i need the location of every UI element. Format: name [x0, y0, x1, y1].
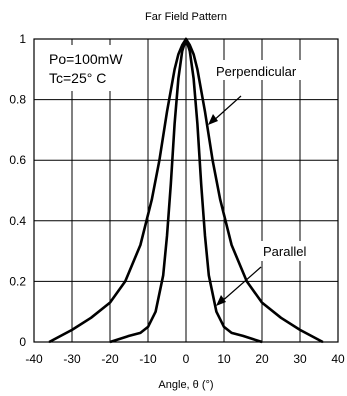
- y-tick-label: 0: [19, 335, 26, 349]
- data-point-perpendicular: [192, 53, 195, 55]
- y-tick-label: 0.8: [9, 93, 26, 107]
- data-point-parallel: [215, 310, 218, 313]
- x-axis-label: Angle, θ (°): [158, 379, 213, 391]
- x-tick-label: 30: [293, 352, 307, 366]
- data-point-parallel: [166, 235, 168, 237]
- data-point-perpendicular: [173, 68, 176, 71]
- data-point-parallel: [185, 38, 187, 40]
- parallel-arrow: [219, 266, 262, 304]
- data-point-perpendicular: [280, 317, 282, 319]
- data-point-perpendicular: [246, 280, 248, 283]
- data-point-perpendicular: [299, 329, 301, 331]
- data-point-parallel: [162, 274, 164, 277]
- data-point-perpendicular: [151, 198, 153, 201]
- data-point-perpendicular: [177, 53, 180, 55]
- power-condition: Po=100mW: [49, 51, 123, 67]
- perpendicular-label: Perpendicular: [216, 64, 297, 79]
- data-point-perpendicular: [139, 244, 142, 246]
- y-tick-label: 0.2: [9, 274, 26, 288]
- x-tick-label: -20: [101, 352, 119, 366]
- perpendicular-arrow: [211, 95, 242, 123]
- perpendicular-annotation: Perpendicular: [208, 60, 330, 125]
- x-tick-label: -40: [25, 352, 43, 366]
- data-point-parallel: [261, 341, 263, 343]
- chart-title: Far Field Pattern: [145, 11, 227, 23]
- data-point-parallel: [200, 183, 202, 186]
- data-point-perpendicular: [90, 317, 92, 319]
- data-point-parallel: [242, 335, 244, 337]
- data-point-parallel: [139, 332, 142, 334]
- data-point-perpendicular: [219, 198, 221, 201]
- x-tick-label: 0: [183, 352, 190, 366]
- tick-labels: -40 -30 -20 -10 0 10 20 30 40 0 0.2 0.4 0.6 0.8 1: [9, 32, 345, 366]
- data-point-parallel: [170, 183, 172, 186]
- x-tick-label: 20: [255, 352, 269, 366]
- perpendicular-arrowhead: [208, 114, 218, 125]
- data-point-parallel: [208, 274, 210, 277]
- parallel-arrowhead: [216, 295, 226, 306]
- data-point-parallel: [177, 77, 180, 80]
- grid-lines: [33, 38, 339, 343]
- y-tick-label: 1: [19, 32, 26, 46]
- data-point-parallel: [109, 341, 111, 343]
- data-point-parallel: [147, 326, 149, 328]
- y-tick-label: 0.4: [9, 214, 26, 228]
- parallel-annotation: Parallel: [216, 241, 322, 306]
- x-tick-label: 40: [331, 352, 345, 366]
- data-point-perpendicular: [230, 244, 233, 246]
- temperature-condition: Tc=25° C: [49, 70, 106, 86]
- y-tick-label: 0.6: [9, 153, 26, 167]
- data-point-perpendicular: [196, 68, 199, 71]
- data-point-perpendicular: [322, 341, 324, 343]
- data-point-parallel: [181, 50, 183, 52]
- data-point-parallel: [196, 123, 199, 125]
- data-point-parallel: [189, 50, 191, 52]
- data-point-perpendicular: [261, 301, 263, 304]
- data-point-parallel: [173, 123, 176, 125]
- data-point-perpendicular: [158, 159, 161, 161]
- x-tick-label: 10: [217, 352, 231, 366]
- data-point-parallel: [128, 335, 130, 337]
- data-point-parallel: [204, 235, 206, 237]
- conditions-box: Po=100mW Tc=25° C: [42, 45, 142, 91]
- parallel-label: Parallel: [263, 244, 306, 259]
- data-point-perpendicular: [124, 280, 126, 283]
- data-point-perpendicular: [109, 301, 111, 304]
- x-tick-label: -10: [139, 352, 157, 366]
- data-point-perpendicular: [166, 110, 168, 113]
- curves: [48, 37, 324, 344]
- data-point-perpendicular: [204, 110, 206, 113]
- data-point-parallel: [230, 332, 233, 334]
- data-point-perpendicular: [71, 329, 73, 331]
- data-point-perpendicular: [211, 159, 214, 161]
- data-point-parallel: [223, 326, 225, 328]
- data-point-perpendicular: [48, 341, 50, 343]
- data-point-parallel: [192, 77, 195, 80]
- x-tick-label: -30: [63, 352, 81, 366]
- data-point-parallel: [154, 310, 157, 313]
